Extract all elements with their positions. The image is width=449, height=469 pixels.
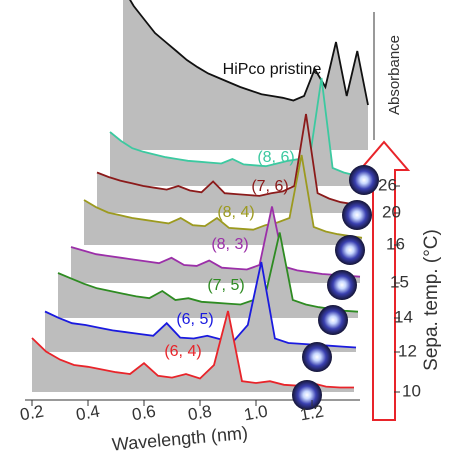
x-tick-label: 1.0 [243, 402, 270, 425]
chirality-label: (8, 6) [257, 149, 294, 166]
chirality-label: (7, 5) [207, 277, 244, 294]
z-tick-label: 20 [382, 202, 401, 221]
tube-image [302, 342, 332, 372]
x-tick-label: 0.6 [131, 402, 158, 425]
plot-area: HiPco pristine (8, 6) (7, 6) (8, 4) (8, 3) (7… [32, 0, 368, 392]
chirality-label: (6, 5) [176, 311, 213, 328]
chirality-label: (7, 6) [251, 178, 288, 195]
z-tick-label: 26 [378, 175, 397, 194]
z-axis-label: Sepa. temp. (°C) [421, 229, 442, 371]
tube-image [342, 200, 372, 230]
z-tick-label: 16 [386, 234, 405, 253]
tube-image [327, 270, 357, 300]
x-tick-label: 0.8 [187, 402, 214, 425]
x-tick-label: 0.4 [75, 402, 102, 425]
x-tick-label: 0.2 [19, 402, 46, 425]
x-tick-label: 1.2 [299, 402, 326, 425]
y-axis-label: Absorbance [386, 35, 403, 115]
tube-image [318, 305, 348, 335]
x-axis-label: Wavelength (nm) [111, 423, 249, 455]
chirality-label: (8, 3) [211, 236, 248, 253]
z-tick-label: 15 [390, 272, 409, 291]
chirality-label: (8, 4) [217, 204, 254, 221]
z-tick-label: 10 [402, 381, 421, 400]
series-label: HiPco pristine [223, 61, 322, 78]
chirality-label: (6, 4) [164, 343, 201, 360]
chart: HiPco pristine (8, 6) (7, 6) (8, 4) (8, 3) (7… [0, 0, 449, 464]
tube-image [349, 165, 379, 195]
z-tick-label: 14 [394, 307, 413, 326]
z-tick-label: 12 [398, 341, 417, 360]
tube-image [335, 235, 365, 265]
